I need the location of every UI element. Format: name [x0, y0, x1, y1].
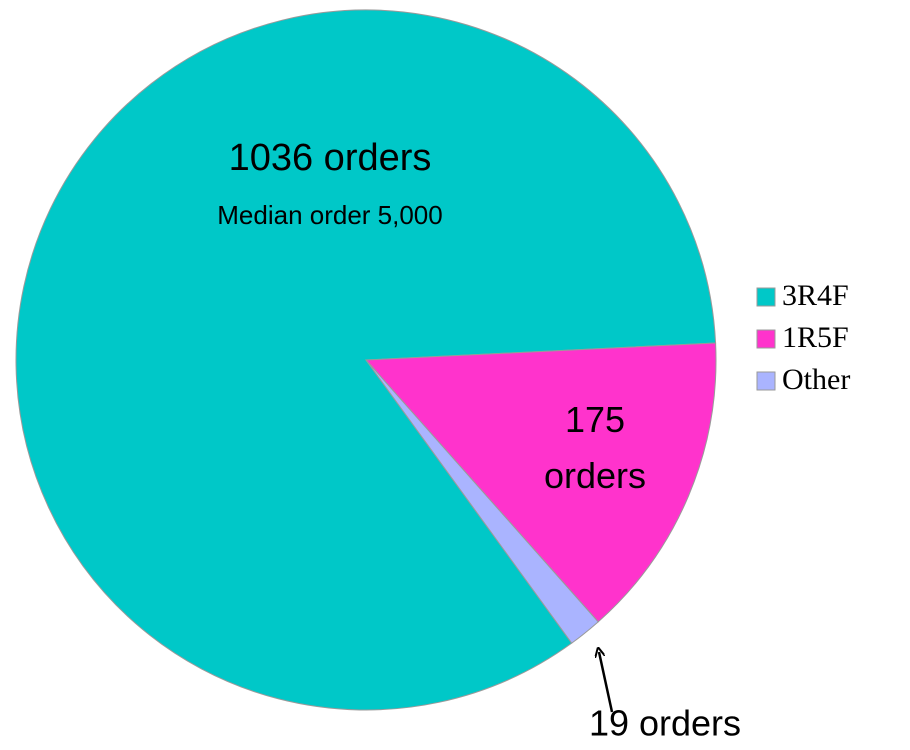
slice-label: 175 orders — [543, 399, 647, 496]
legend-label: 3R4F — [782, 279, 849, 312]
pie-slice — [364, 342, 717, 623]
arrow — [599, 652, 614, 713]
legend-label: 1R5F — [782, 321, 849, 354]
pie-slice — [365, 359, 599, 644]
legend-swatch — [756, 287, 776, 307]
pie — [15, 9, 717, 711]
annotation: Median order 5,000 — [217, 200, 442, 230]
legend-swatch — [756, 329, 776, 349]
legend-swatch — [756, 371, 776, 391]
slice-label: 1036 orders — [229, 137, 432, 179]
legend-label: Other — [782, 363, 850, 396]
legend: 3R4F 1R5F Other — [756, 279, 850, 396]
slice-label: 19 orders — [589, 703, 741, 744]
